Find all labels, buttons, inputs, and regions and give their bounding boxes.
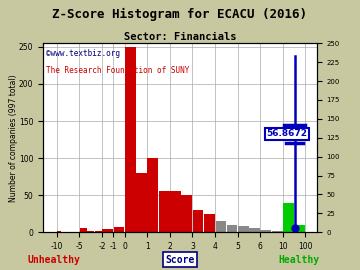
- Bar: [102, 229, 113, 232]
- Bar: [294, 225, 305, 232]
- Bar: [216, 221, 226, 232]
- Bar: [125, 47, 136, 232]
- Text: Sector: Financials: Sector: Financials: [124, 32, 236, 42]
- Text: The Research Foundation of SUNY: The Research Foundation of SUNY: [46, 66, 189, 75]
- Bar: [80, 228, 87, 232]
- Bar: [227, 225, 237, 232]
- Bar: [136, 173, 147, 232]
- Text: Healthy: Healthy: [278, 255, 319, 265]
- Bar: [266, 230, 271, 232]
- Bar: [283, 202, 294, 232]
- Bar: [113, 227, 124, 232]
- Bar: [181, 195, 192, 232]
- Bar: [204, 214, 215, 232]
- Bar: [272, 231, 277, 232]
- Bar: [261, 230, 266, 232]
- Bar: [95, 231, 102, 232]
- Text: Score: Score: [165, 255, 195, 265]
- Bar: [278, 231, 283, 232]
- Bar: [87, 231, 94, 232]
- Text: Unhealthy: Unhealthy: [28, 255, 80, 265]
- Bar: [148, 158, 158, 232]
- Y-axis label: Number of companies (997 total): Number of companies (997 total): [9, 74, 18, 201]
- Bar: [193, 210, 203, 232]
- Text: Z-Score Histogram for ECACU (2016): Z-Score Histogram for ECACU (2016): [53, 8, 307, 21]
- Bar: [249, 228, 260, 232]
- Bar: [238, 226, 248, 232]
- Bar: [170, 191, 181, 232]
- Text: ©www.textbiz.org: ©www.textbiz.org: [46, 49, 120, 58]
- Text: 56.8672: 56.8672: [266, 130, 307, 139]
- Bar: [159, 191, 170, 232]
- Bar: [57, 231, 61, 232]
